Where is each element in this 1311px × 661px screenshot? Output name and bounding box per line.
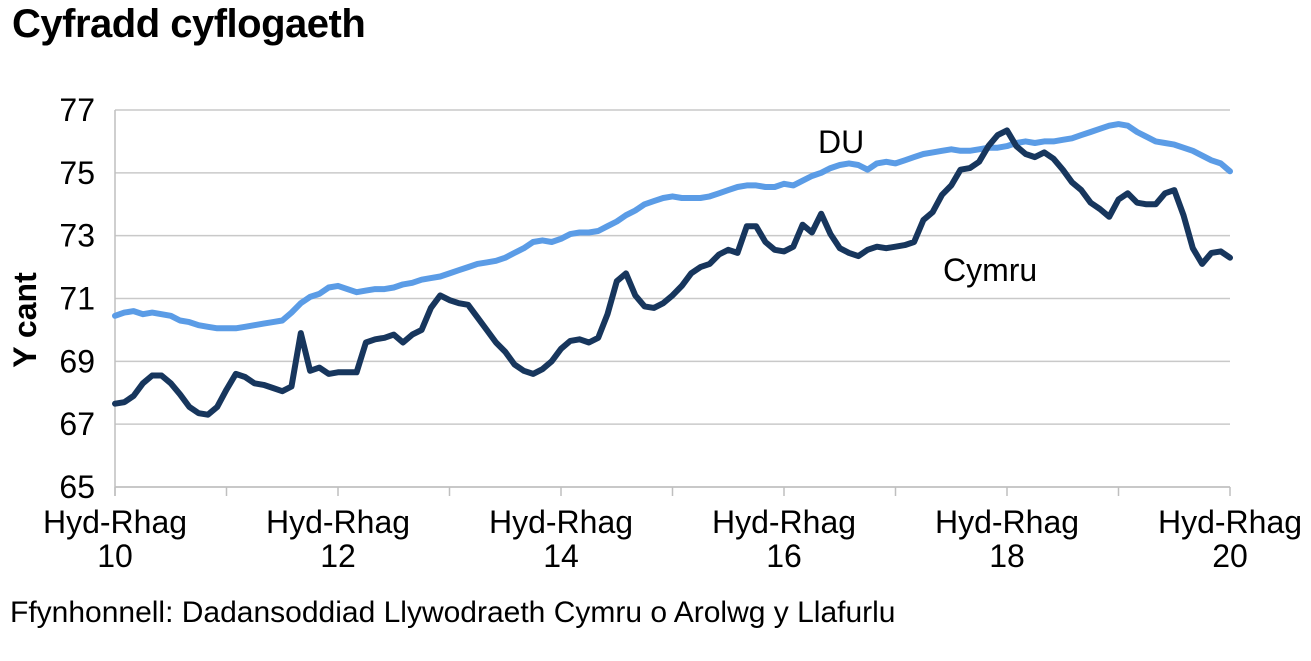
y-tick-label: 77 — [59, 92, 95, 128]
source-note: Ffynhonnell: Dadansoddiad Llywodraeth Cy… — [10, 596, 896, 629]
y-tick-label: 65 — [59, 469, 95, 505]
page-title: Cyfradd cyflogaeth — [12, 2, 366, 46]
x-tick-label-period: Hyd-Rhag — [712, 504, 856, 540]
x-tick-label-period: Hyd-Rhag — [266, 504, 410, 540]
y-tick-label: 75 — [59, 155, 95, 191]
x-tick-label-year: 18 — [989, 538, 1025, 574]
x-tick-label-year: 12 — [320, 538, 356, 574]
y-tick-label: 71 — [59, 281, 95, 317]
x-tick-label-year: 16 — [766, 538, 802, 574]
x-tick-label-period: Hyd-Rhag — [489, 504, 633, 540]
x-tick-label-period: Hyd-Rhag — [1158, 504, 1302, 540]
x-tick-label-year: 10 — [97, 538, 133, 574]
x-tick-label-period: Hyd-Rhag — [935, 504, 1079, 540]
x-tick-label-year: 20 — [1212, 538, 1248, 574]
wales-line — [112, 127, 1233, 418]
y-tick-label: 67 — [59, 406, 95, 442]
uk-line — [112, 121, 1233, 332]
x-tick-label-period: Hyd-Rhag — [43, 504, 187, 540]
wales-series-label: Cymru — [943, 252, 1037, 288]
y-axis-title: Y cant — [7, 272, 43, 368]
x-tick-label-year: 14 — [543, 538, 579, 574]
uk-series-label: DU — [818, 124, 864, 160]
y-tick-label: 73 — [59, 218, 95, 254]
y-tick-label: 69 — [59, 343, 95, 379]
